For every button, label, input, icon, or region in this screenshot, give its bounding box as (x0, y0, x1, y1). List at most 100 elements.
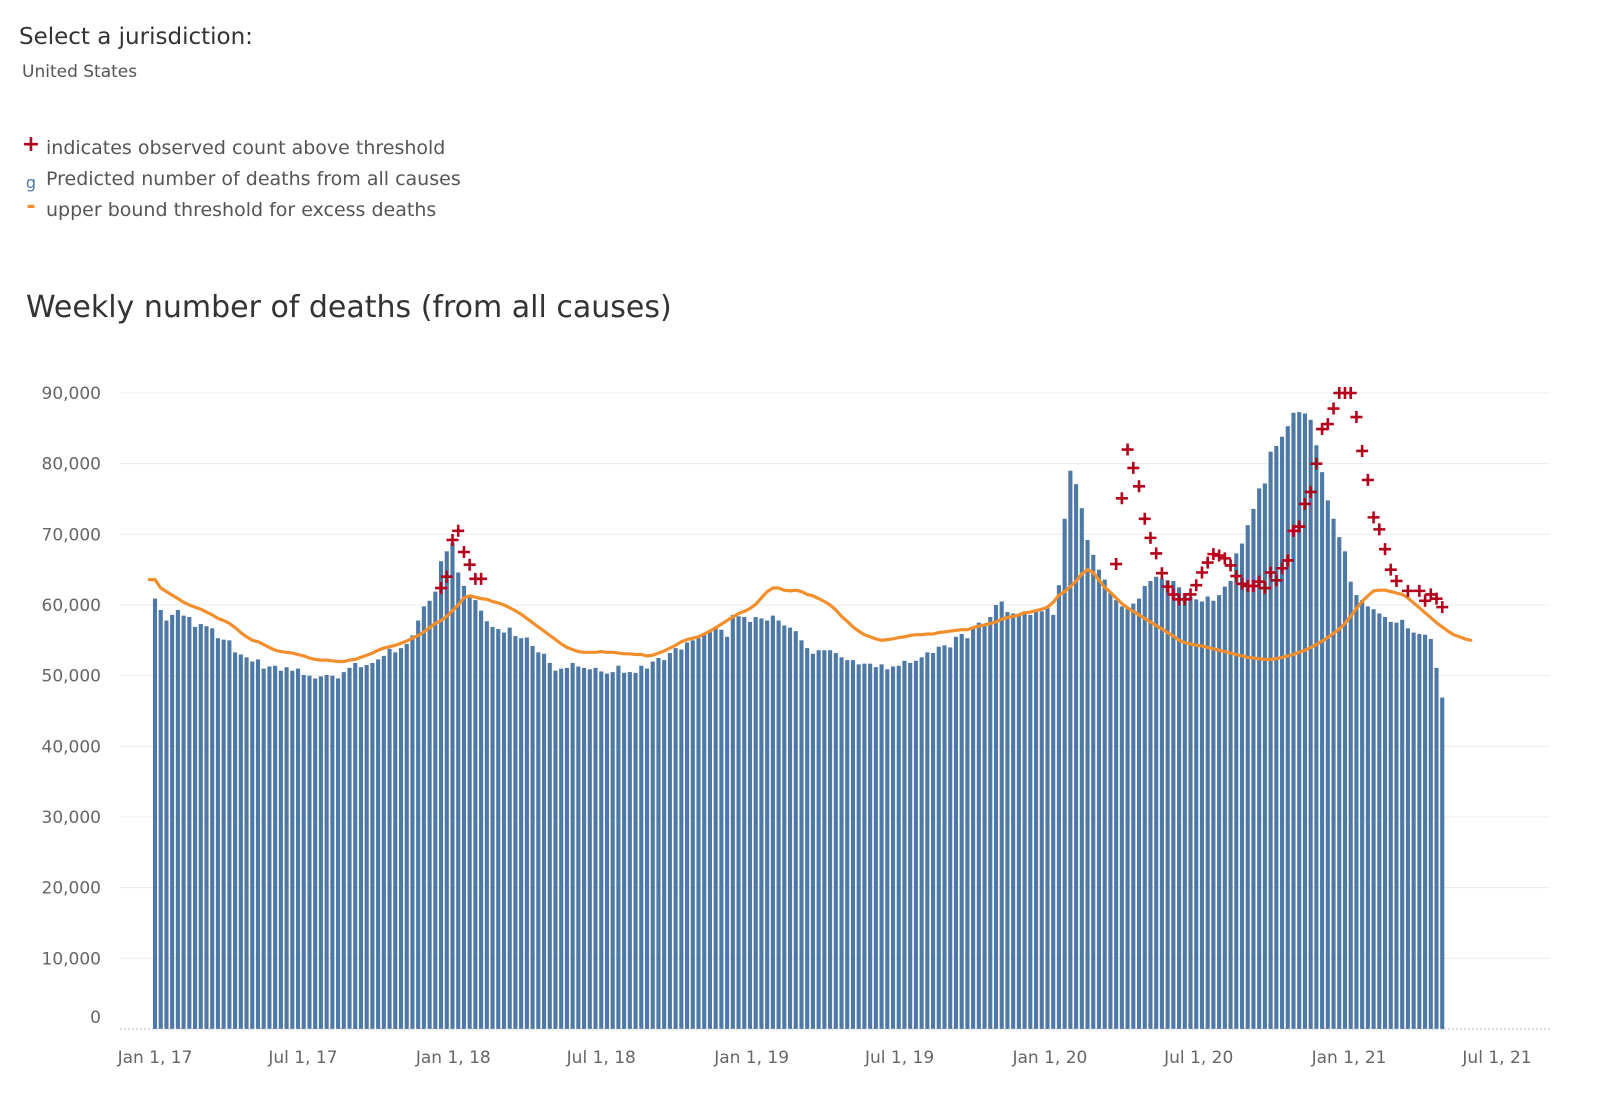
bar (747, 621, 753, 1029)
bar (993, 605, 999, 1029)
bar (959, 633, 964, 1029)
bar (1188, 597, 1193, 1029)
bar (622, 672, 627, 1029)
bar (610, 672, 615, 1029)
bar (564, 667, 569, 1029)
bar (879, 664, 884, 1029)
bar (1016, 614, 1021, 1029)
above-threshold-marker (1356, 444, 1369, 457)
bar (1171, 580, 1176, 1029)
above-threshold-marker (1184, 588, 1197, 601)
above-threshold-marker (1161, 580, 1174, 593)
bar (725, 636, 730, 1029)
above-threshold-marker (1110, 558, 1123, 571)
x-tick-label: Jan 1, 20 (1012, 1048, 1088, 1068)
bar (656, 658, 661, 1029)
bar (1011, 613, 1016, 1029)
bar (1325, 500, 1330, 1029)
bar (799, 640, 804, 1029)
bar (868, 663, 873, 1029)
y-tick-label: 60,000 (42, 596, 101, 616)
bar (313, 678, 318, 1029)
bar (782, 625, 787, 1029)
bar (1337, 537, 1342, 1029)
bar (1045, 607, 1050, 1029)
above-threshold-marker (440, 570, 453, 583)
above-threshold-marker (1436, 601, 1449, 614)
bar (1108, 592, 1113, 1029)
bar (450, 542, 455, 1029)
above-threshold-marker (435, 582, 448, 595)
bar (627, 672, 632, 1029)
bar (1348, 581, 1353, 1029)
y-tick-label: 40,000 (42, 737, 101, 757)
above-threshold-marker (1121, 443, 1134, 456)
threshold-line (147, 568, 1473, 664)
bar (1154, 576, 1159, 1029)
bar (215, 638, 220, 1029)
above-threshold-marker (1304, 485, 1317, 498)
bar (376, 659, 381, 1029)
bar (673, 648, 678, 1029)
bar (273, 665, 278, 1029)
bar (1440, 697, 1445, 1029)
bar (336, 678, 341, 1029)
bar (370, 662, 375, 1029)
bar (604, 673, 610, 1029)
bar (467, 596, 472, 1029)
bar (261, 668, 266, 1029)
bar (1360, 600, 1365, 1029)
bar (461, 585, 466, 1029)
bar (1148, 580, 1153, 1029)
bar (1417, 633, 1422, 1029)
above-threshold-marker (1310, 457, 1323, 470)
bar (805, 648, 810, 1029)
bar (890, 666, 896, 1029)
bar (1062, 518, 1067, 1029)
bar (1205, 596, 1210, 1029)
bar (524, 637, 529, 1029)
bar (1354, 595, 1359, 1029)
legend-label-threshold: upper bound threshold for excess deaths (46, 199, 437, 221)
bar (873, 667, 878, 1029)
bar (759, 618, 764, 1029)
above-threshold-marker (1350, 411, 1363, 424)
bar (896, 665, 901, 1029)
jurisdiction-select[interactable]: United States (22, 62, 138, 82)
bar (1222, 586, 1227, 1029)
bar (770, 615, 775, 1029)
x-tick-label: Jul 1, 18 (566, 1048, 636, 1068)
bar (667, 653, 672, 1029)
x-tick-label: Jul 1, 21 (1461, 1048, 1531, 1068)
y-tick-label: 70,000 (42, 525, 101, 545)
bar (244, 657, 249, 1029)
bar (1079, 508, 1084, 1030)
bar (175, 609, 180, 1029)
bar (679, 649, 684, 1029)
above-threshold-marker (1367, 511, 1380, 524)
bar (633, 672, 638, 1029)
bar (644, 668, 650, 1029)
above-threshold-marker (1224, 559, 1237, 572)
bar (1262, 483, 1267, 1029)
plus-marker-icon: + (21, 132, 41, 157)
bar (753, 617, 758, 1029)
bar (410, 635, 415, 1029)
bar (1302, 413, 1307, 1029)
bar (341, 672, 346, 1029)
bar (690, 640, 695, 1029)
bar (696, 638, 701, 1029)
bar (330, 675, 335, 1029)
bar (1342, 551, 1348, 1029)
bar (1405, 628, 1410, 1029)
bar (1228, 580, 1233, 1029)
y-tick-label: 10,000 (42, 949, 101, 969)
bar (650, 661, 655, 1029)
bar (1308, 419, 1313, 1029)
bar (719, 629, 724, 1029)
bar (1177, 587, 1182, 1029)
bar (1033, 609, 1039, 1029)
bar (810, 653, 815, 1029)
above-threshold-marker (1298, 497, 1311, 510)
bar (301, 674, 306, 1029)
